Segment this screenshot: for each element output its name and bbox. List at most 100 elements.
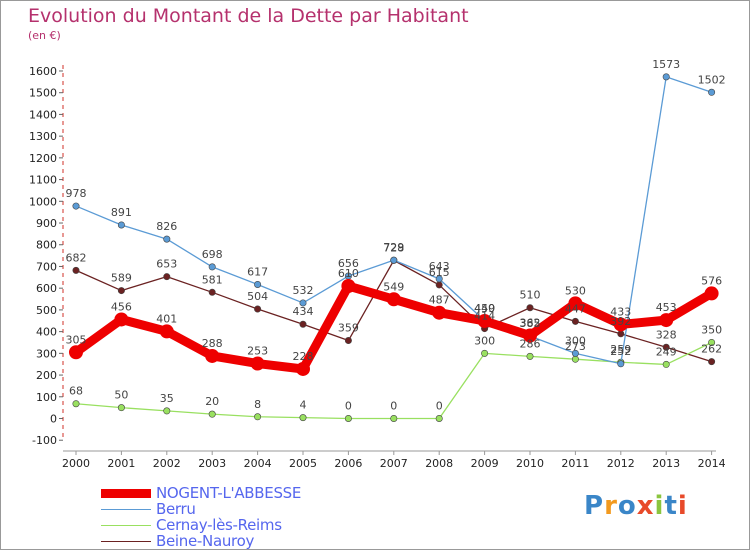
- logo-letter: i: [677, 491, 688, 521]
- data-label: 385: [520, 317, 541, 330]
- logo-letter: o: [617, 491, 637, 521]
- data-point: [523, 328, 537, 343]
- data-label: 249: [656, 345, 677, 358]
- data-point: [341, 279, 356, 294]
- data-point: [662, 343, 670, 351]
- data-point: [254, 305, 262, 313]
- data-point: [254, 413, 262, 421]
- y-tick-label: 1300: [29, 130, 57, 143]
- data-label: 68: [69, 385, 83, 398]
- data-point: [72, 266, 80, 274]
- legend-label-beine: Beine-Nauroy: [156, 532, 255, 550]
- data-label: 656: [338, 257, 359, 270]
- data-label: 433: [610, 305, 631, 318]
- data-point: [386, 292, 401, 307]
- data-label: 328: [656, 328, 677, 341]
- data-point: [662, 360, 670, 368]
- data-point: [526, 304, 534, 312]
- data-point: [435, 414, 443, 422]
- data-point: [163, 235, 171, 243]
- chart-title: Evolution du Montant de la Dette par Hab…: [28, 5, 469, 27]
- data-label: 252: [610, 345, 631, 358]
- data-point: [432, 305, 447, 320]
- data-label: 300: [565, 334, 586, 347]
- data-point: [344, 337, 352, 345]
- data-label: 456: [111, 300, 132, 313]
- x-tick-label: 2002: [153, 457, 181, 470]
- series-nogent-l-abbesse: [69, 279, 719, 376]
- data-label: 450: [474, 302, 495, 315]
- data-label: 581: [202, 273, 223, 286]
- data-point: [613, 317, 628, 332]
- proxiti-logo: Proxiti: [584, 491, 688, 521]
- data-label: 350: [701, 323, 722, 336]
- data-point: [571, 355, 579, 363]
- y-tick-label: 1200: [29, 152, 57, 165]
- x-tick-label: 2005: [289, 457, 317, 470]
- data-point: [72, 400, 80, 408]
- legend-item-nogent: NOGENT-L'ABBESSE: [101, 484, 302, 502]
- data-label: 643: [429, 260, 450, 273]
- data-label: 978: [66, 187, 87, 200]
- data-point: [299, 320, 307, 328]
- y-tick-label: 1000: [29, 195, 57, 208]
- logo-letter: r: [604, 491, 618, 521]
- data-point: [254, 280, 262, 288]
- data-point: [708, 338, 716, 346]
- x-tick-label: 2008: [425, 457, 453, 470]
- data-point: [299, 299, 307, 307]
- data-label: 286: [520, 337, 541, 350]
- logo-letter: t: [664, 491, 678, 521]
- data-point: [205, 348, 220, 363]
- y-tick-label: 0: [50, 413, 57, 426]
- data-point: [390, 256, 398, 264]
- data-point: [163, 407, 171, 415]
- legend-label-nogent: NOGENT-L'ABBESSE: [156, 484, 302, 502]
- labels-cernay-l-s-reims: 68 50 35 20 8 4 0 0 0 300 286 273 259 249 350: [69, 323, 722, 412]
- data-point: [72, 202, 80, 210]
- data-label: 504: [247, 290, 268, 303]
- data-label: 447: [565, 302, 586, 315]
- data-point: [117, 221, 125, 229]
- labels-nogent-l-abbesse: 305 456 401 288 253 228 610 549 487 449 362 530 433 4…: [66, 267, 723, 363]
- data-point: [659, 313, 674, 328]
- data-label: 359: [338, 322, 359, 335]
- labels-berru: 978 891 826 698 617 532 656 729 643 450 385 300 252 1…: [66, 58, 726, 358]
- data-label: 1502: [698, 73, 726, 86]
- data-point: [617, 360, 625, 368]
- data-point: [568, 296, 583, 311]
- data-label: 228: [293, 350, 314, 363]
- data-point: [708, 358, 716, 366]
- logo-letter: P: [584, 491, 605, 521]
- data-label: 615: [429, 266, 450, 279]
- data-point: [526, 352, 534, 360]
- x-tick-label: 2004: [244, 457, 272, 470]
- y-tick-label: 1600: [29, 65, 57, 78]
- data-label: 305: [66, 333, 87, 346]
- data-label: 414: [474, 310, 495, 323]
- y-tick-label: 1400: [29, 108, 57, 121]
- data-label: 35: [160, 392, 174, 405]
- x-tick-label: 2006: [334, 457, 362, 470]
- legend-item-beine: Beine-Nauroy: [101, 532, 301, 550]
- data-label: 362: [520, 317, 541, 330]
- x-tick-label: 2000: [62, 457, 90, 470]
- data-label: 698: [202, 248, 223, 261]
- data-label: 576: [701, 274, 722, 287]
- data-point: [208, 263, 216, 271]
- data-label: 4: [300, 399, 307, 412]
- legend: NOGENT-L'ABBESSE Berru Cernay-lès-Reims …: [101, 484, 302, 550]
- y-tick-label: 1500: [29, 87, 57, 100]
- data-point: [390, 414, 398, 422]
- y-tick-label: 1100: [29, 174, 57, 187]
- data-label: 288: [202, 337, 223, 350]
- logo-letter: x: [636, 491, 655, 521]
- data-label: 549: [383, 280, 404, 293]
- data-point: [704, 286, 719, 301]
- data-point: [117, 404, 125, 412]
- x-tick-label: 2014: [698, 457, 726, 470]
- data-point: [708, 88, 716, 96]
- data-point: [117, 287, 125, 295]
